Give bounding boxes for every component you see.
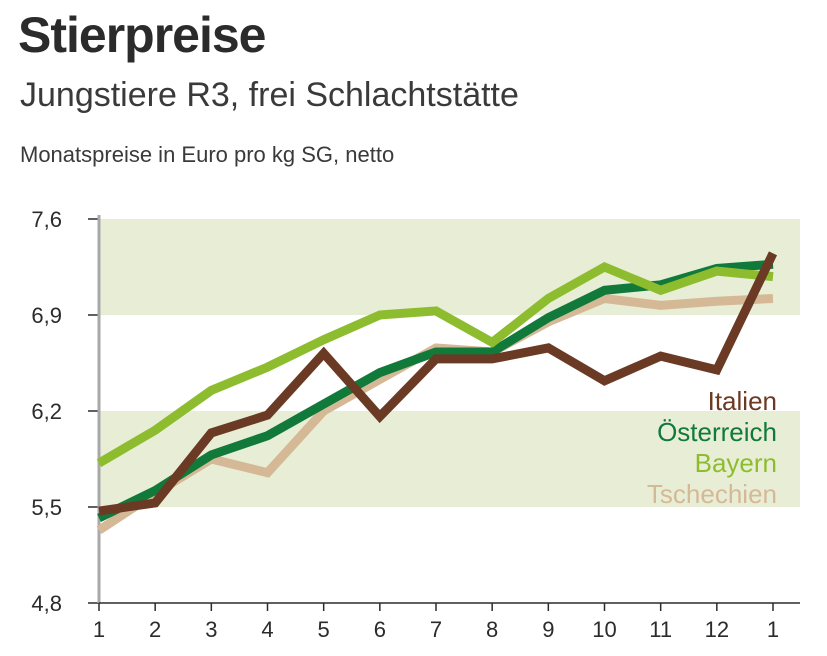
y-tick-label: 6,9 [31, 303, 62, 328]
x-tick-label: 1 [93, 617, 105, 642]
chart-unit-label: Monatspreise in Euro pro kg SG, netto [20, 142, 395, 167]
x-tick-label: 8 [486, 617, 498, 642]
x-tick-label: 2 [149, 617, 161, 642]
x-tick-label: 12 [705, 617, 729, 642]
series-line-bayern [96, 262, 774, 467]
y-tick-label: 5,5 [31, 495, 62, 520]
x-tick-label: 6 [374, 617, 386, 642]
x-tick-label: 3 [205, 617, 217, 642]
x-tick-label: 9 [542, 617, 554, 642]
x-tick-label: 11 [649, 617, 672, 642]
y-tick-label: 6,2 [31, 399, 62, 424]
legend-tschechien: Tschechien [647, 479, 777, 509]
legend-italien: Italien [708, 386, 777, 416]
legend-bayern: Bayern [695, 448, 777, 478]
x-tick-label: 4 [261, 617, 273, 642]
y-tick-label: 7,6 [31, 207, 62, 232]
band-0 [99, 219, 800, 315]
chart-title: Stierpreise [18, 7, 266, 63]
x-tick-label: 5 [318, 617, 330, 642]
series-line-oesterreich [97, 259, 774, 523]
y-tick-label: 4,8 [31, 591, 62, 616]
x-tick-label: 10 [592, 617, 616, 642]
x-tick-label: 1 [767, 617, 779, 642]
series-line-italien [98, 251, 778, 516]
x-tick-label: 7 [430, 617, 442, 642]
legend-oesterreich: Österreich [657, 417, 777, 447]
chart-subtitle: Jungstiere R3, frei Schlachtstätte [20, 76, 519, 114]
